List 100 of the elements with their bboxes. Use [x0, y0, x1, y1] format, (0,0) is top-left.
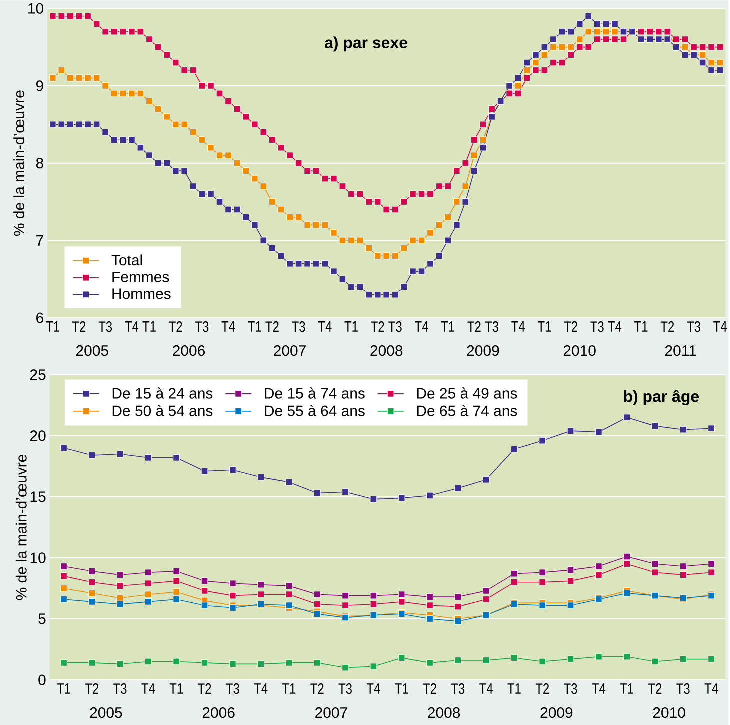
point: [229, 604, 236, 612]
point: [116, 594, 124, 602]
x-tick-label: T4: [125, 321, 139, 332]
x-tick-label: T4: [512, 321, 525, 332]
x-tick-label: T1: [634, 321, 648, 332]
point: [145, 591, 152, 598]
point: [145, 454, 152, 462]
point: [482, 656, 490, 664]
point: [145, 598, 152, 606]
point: [595, 562, 602, 570]
point: [624, 560, 631, 568]
point: [370, 496, 378, 503]
point: [426, 615, 434, 622]
point: [116, 572, 124, 578]
point: [511, 654, 518, 662]
point: [173, 588, 180, 596]
x-tick-label: T4: [704, 683, 718, 694]
y-tick-label: 15: [30, 492, 46, 502]
legend-label: De 15 à 24 ans: [112, 388, 213, 399]
text: 2006: [173, 345, 206, 356]
point: [201, 602, 208, 609]
point: [539, 437, 546, 444]
point: [173, 568, 180, 575]
x-tick-label: T1: [282, 683, 296, 694]
point: [116, 660, 124, 668]
x-tick-label: T3: [564, 683, 578, 694]
x-tick-label: T1: [538, 321, 552, 332]
x-tick-label: T1: [170, 683, 184, 694]
point: [370, 663, 378, 670]
point: [286, 591, 293, 598]
text: 2007: [316, 707, 348, 718]
point: [426, 593, 434, 600]
point: [624, 653, 631, 660]
point: [482, 596, 490, 603]
x-tick-label: T2: [310, 683, 324, 694]
point: [482, 476, 490, 484]
point: [398, 494, 406, 502]
text: 2009: [467, 345, 500, 356]
point: [511, 446, 518, 453]
y-tick-label: 0: [38, 674, 46, 686]
point: [426, 602, 434, 609]
text: 2008: [428, 707, 460, 718]
point: [624, 553, 631, 560]
point: [595, 572, 602, 578]
point: [567, 578, 574, 584]
point: [88, 578, 96, 586]
point: [708, 656, 715, 663]
text: 2011: [665, 345, 696, 356]
text: 2005: [76, 345, 108, 356]
x-tick-label: T4: [714, 321, 727, 332]
point: [567, 656, 574, 663]
x-tick-label: T3: [590, 321, 604, 332]
x-tick-label: T4: [366, 683, 380, 694]
point: [652, 560, 659, 568]
point: [201, 587, 208, 594]
point: [595, 428, 602, 436]
text: 2010: [564, 345, 596, 356]
point: [60, 444, 68, 452]
x-tick-label: T3: [114, 683, 127, 694]
point: [229, 580, 236, 587]
x-tick-label: T2: [169, 321, 182, 332]
x-tick-label: T3: [292, 321, 306, 332]
x-tick-label: T4: [318, 321, 332, 332]
x-tick-label: T2: [72, 321, 86, 332]
text: b) par âge: [624, 390, 700, 406]
point: [314, 600, 321, 608]
x-tick-label: T2: [85, 683, 99, 694]
point: [680, 426, 687, 434]
point: [511, 570, 518, 578]
text: 2009: [540, 707, 573, 718]
point: [314, 610, 321, 618]
point: [173, 454, 180, 462]
x-tick-label: T3: [388, 321, 402, 332]
point: [201, 578, 208, 584]
point: [201, 659, 208, 666]
point: [680, 656, 687, 663]
y-tick-label: 7: [36, 235, 44, 246]
x-tick-label: T1: [620, 683, 634, 694]
point: [116, 582, 124, 590]
x-tick-label: T2: [266, 321, 279, 332]
x-tick-label: T2: [468, 321, 481, 332]
x-tick-label: T2: [423, 683, 436, 694]
legend-label: Femmes: [112, 272, 170, 282]
point: [539, 578, 546, 586]
legend-label: De 55 à 64 ans: [265, 405, 365, 416]
x-tick-label: T2: [564, 321, 578, 332]
point: [398, 598, 406, 606]
legend-label: Total: [112, 254, 142, 266]
point: [624, 414, 631, 421]
x-tick-label: T3: [687, 321, 700, 332]
x-tick-label: T1: [142, 321, 156, 332]
point: [595, 653, 602, 660]
point: [708, 560, 715, 568]
point: [342, 602, 349, 609]
y-tick-label: 6: [36, 312, 44, 324]
point: [88, 590, 96, 597]
point: [116, 450, 124, 458]
x-tick-label: T1: [395, 683, 408, 694]
point: [454, 593, 462, 600]
point: [426, 492, 434, 500]
